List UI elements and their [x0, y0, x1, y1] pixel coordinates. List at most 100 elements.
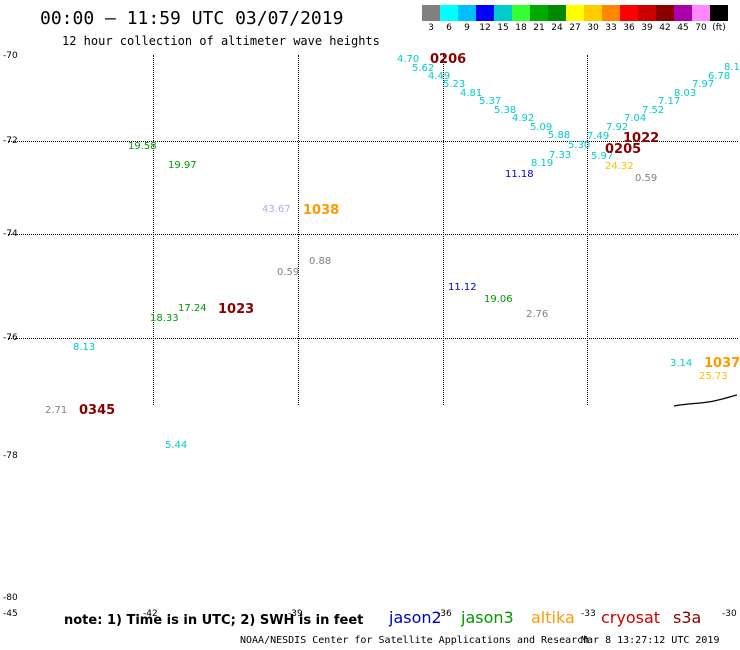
swh-value: 8.1 — [724, 62, 740, 73]
satellite-legend-s3a: s3a — [673, 608, 702, 627]
color-scale-swatch — [422, 5, 440, 21]
color-scale-label: 42 — [659, 23, 671, 33]
swh-value: 19.58 — [128, 141, 157, 152]
swh-value: 7.49 — [587, 131, 610, 142]
swh-value: 3.14 — [670, 358, 693, 369]
swh-value: 2.71 — [45, 405, 68, 416]
color-scale-label: 3 — [428, 23, 434, 33]
color-scale-label: 12 — [479, 23, 491, 33]
swh-value: 5.62 — [412, 63, 435, 74]
color-scale-label: 33 — [605, 23, 617, 33]
color-scale-label: 27 — [569, 23, 581, 33]
color-scale-swatch — [584, 5, 602, 21]
lat-tick-label: -78 — [3, 451, 18, 461]
swh-value: 7.97 — [692, 79, 715, 90]
swh-value: 11.18 — [505, 169, 534, 180]
color-scale-swatch — [494, 5, 512, 21]
grid-line-vertical — [443, 55, 444, 405]
swh-value: 4.92 — [512, 113, 535, 124]
units-note: note: 1) Time is in UTC; 2) SWH is in fe… — [64, 613, 364, 628]
color-scale-label: 39 — [641, 23, 653, 33]
page-subtitle: 12 hour collection of altimeter wave hei… — [62, 34, 380, 48]
swh-value: 5.37 — [479, 96, 502, 107]
swh-value: 4.70 — [397, 54, 420, 65]
color-scale-swatch — [440, 5, 458, 21]
credit-line: NOAA/NESDIS Center for Satellite Applica… — [240, 635, 590, 646]
grid-line-vertical — [153, 55, 154, 405]
swh-value: 5.30 — [568, 140, 591, 151]
swh-value: 5.23 — [443, 79, 466, 90]
swh-value: 11.12 — [448, 282, 477, 293]
swh-value: 5.44 — [165, 440, 188, 451]
lat-tick-label: -70 — [3, 51, 18, 61]
pass-time-label: 1037 — [704, 356, 740, 371]
grid-line-vertical — [298, 55, 299, 405]
color-scale-swatch — [674, 5, 692, 21]
color-scale-label: 15 — [497, 23, 509, 33]
color-scale-label: 45 — [677, 23, 689, 33]
lon-tick-label: -30 — [722, 609, 737, 619]
color-scale-label: 6 — [446, 23, 452, 33]
color-scale-swatch — [620, 5, 638, 21]
color-scale-swatch — [656, 5, 674, 21]
swh-value: 7.92 — [606, 122, 629, 133]
color-scale-swatch — [692, 5, 710, 21]
swh-value: 5.97 — [591, 151, 614, 162]
generation-timestamp: Mar 8 13:27:12 UTC 2019 — [581, 635, 720, 646]
swh-value: 8.19 — [531, 158, 554, 169]
swh-value: 0.59 — [277, 267, 300, 278]
satellite-legend-jason3: jason3 — [461, 608, 514, 627]
swh-value: 0.88 — [309, 256, 332, 267]
color-scale-label: 21 — [533, 23, 545, 33]
swh-value: 5.88 — [548, 130, 571, 141]
swh-value: 4.81 — [460, 88, 483, 99]
color-scale-swatch — [710, 5, 728, 21]
color-scale-swatch — [602, 5, 620, 21]
color-scale-label: 9 — [464, 23, 470, 33]
swh-value: 6.78 — [708, 71, 731, 82]
color-scale-label: (ft) — [712, 23, 726, 33]
swh-value: 18.33 — [150, 313, 179, 324]
swh-value: 8.03 — [674, 88, 697, 99]
swh-value: 8.13 — [73, 342, 96, 353]
color-scale-label: 30 — [587, 23, 599, 33]
lon-tick-label: -42 — [143, 609, 158, 619]
color-scale-swatch — [638, 5, 656, 21]
swh-value: 7.52 — [642, 105, 665, 116]
page-title: 00:00 – 11:59 UTC 03/07/2019 — [40, 8, 344, 29]
swh-value: 24.32 — [605, 161, 634, 172]
pass-time-label: 1038 — [303, 203, 340, 218]
color-scale-label: 36 — [623, 23, 635, 33]
swh-value: 19.97 — [168, 160, 197, 171]
grid-line-horizontal — [8, 141, 738, 142]
color-scale-swatch — [458, 5, 476, 21]
lon-tick-label: -33 — [581, 609, 596, 619]
lat-tick-label: -76 — [3, 333, 18, 343]
swh-value: 7.17 — [658, 96, 681, 107]
swh-value: 0.59 — [635, 173, 658, 184]
coastline-line — [673, 394, 738, 407]
swh-value: 2.76 — [526, 309, 549, 320]
lat-tick-label: -72 — [3, 136, 18, 146]
pass-time-label: 0205 — [605, 142, 642, 157]
satellite-legend-altika: altika — [531, 608, 575, 627]
swh-value: 19.06 — [484, 294, 513, 305]
lat-tick-label: -80 — [3, 593, 18, 603]
pass-time-label: 1023 — [218, 302, 255, 317]
color-scale-swatch — [476, 5, 494, 21]
swh-value: 7.04 — [624, 113, 647, 124]
color-scale-label: 24 — [551, 23, 563, 33]
swh-value: 17.24 — [178, 303, 207, 314]
color-scale-label: 70 — [695, 23, 707, 33]
satellite-legend-cryosat: cryosat — [601, 608, 661, 627]
color-scale-swatch — [566, 5, 584, 21]
lon-tick-label: -45 — [3, 609, 18, 619]
grid-line-horizontal — [8, 234, 738, 235]
swh-value: 5.38 — [494, 105, 517, 116]
lon-tick-label: -39 — [288, 609, 303, 619]
grid-line-vertical — [587, 55, 588, 405]
lon-tick-label: -36 — [437, 609, 452, 619]
color-scale-swatch — [512, 5, 530, 21]
satellite-legend-jason2: jason2 — [389, 608, 442, 627]
